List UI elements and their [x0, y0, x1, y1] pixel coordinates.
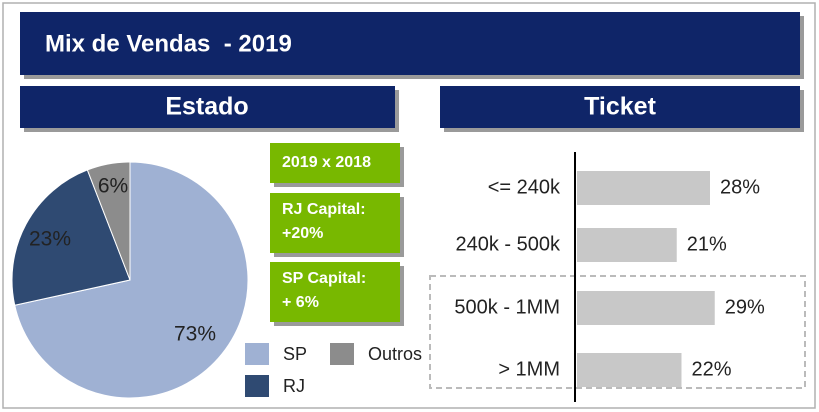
highlight-box: [429, 275, 806, 389]
header-bar: [440, 86, 800, 128]
bar: [577, 291, 715, 325]
annotation-text: 2019 x 2018: [282, 154, 371, 171]
pie-title: Estado: [165, 93, 248, 121]
bar-label: 22%: [692, 358, 732, 380]
legend-swatch: [245, 343, 269, 365]
bar-label: 21%: [687, 233, 727, 255]
category-label: > 1MM: [498, 358, 560, 380]
bar-label: 28%: [720, 176, 760, 198]
legend-label: SP: [283, 344, 307, 364]
page-title: Mix de Vendas - 2019: [45, 30, 292, 57]
slice-label: 23%: [29, 228, 71, 251]
annotation-text: +20%: [282, 225, 323, 242]
title-bar: [20, 12, 800, 75]
annotation-text: RJ Capital:: [282, 201, 366, 218]
legend-label: Outros: [368, 344, 422, 364]
annotation-box: [270, 262, 400, 322]
annotation-box: [270, 143, 400, 183]
bar: [577, 353, 682, 387]
legend-swatch: [330, 343, 354, 365]
annotation-text: + 6%: [282, 294, 319, 311]
category-label: 240k - 500k: [455, 233, 561, 255]
annotation-text: SP Capital:: [282, 270, 366, 287]
pie-slice: [14, 161, 249, 399]
bar: [577, 171, 710, 205]
slice-label: 6%: [98, 175, 128, 198]
header-bar: [20, 86, 395, 128]
slice-label: 73%: [174, 323, 216, 346]
legend-swatch: [245, 375, 269, 397]
category-label: <= 240k: [488, 176, 561, 198]
pie-slice: [86, 161, 131, 281]
bar-label: 29%: [725, 296, 765, 318]
legend-label: RJ: [283, 376, 305, 396]
bar: [577, 228, 677, 262]
annotation-box: [270, 193, 400, 253]
bar-title: Ticket: [584, 93, 656, 121]
pie-slice: [11, 169, 131, 306]
category-label: 500k - 1MM: [454, 296, 560, 318]
